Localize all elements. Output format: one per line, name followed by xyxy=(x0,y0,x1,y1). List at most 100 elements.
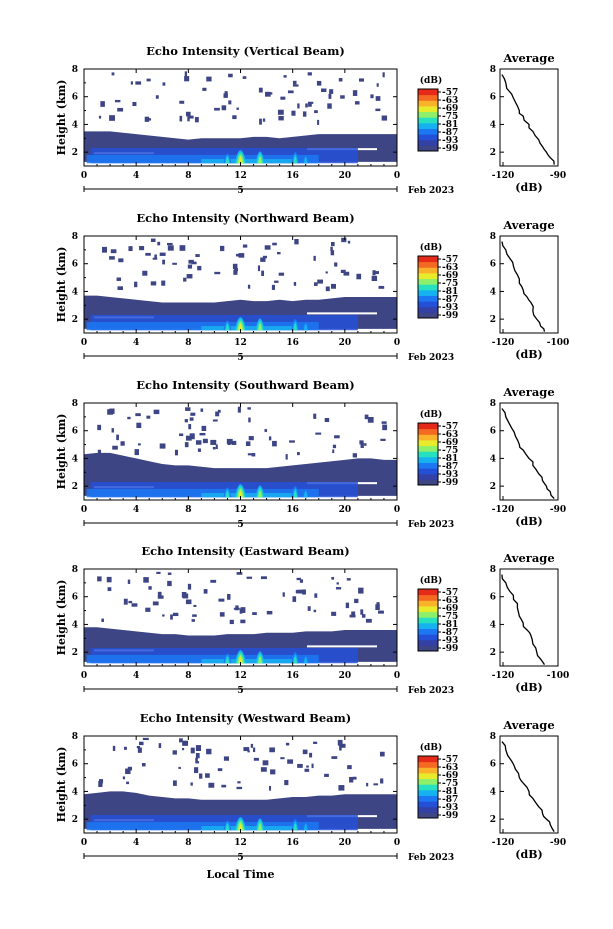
convective-plume xyxy=(293,323,297,331)
x-tick-label: 16 xyxy=(286,838,299,848)
sparse-echo xyxy=(227,593,231,600)
colorbar-tick-label: -75 xyxy=(442,112,458,122)
colorbar-segment xyxy=(418,617,438,624)
colorbar-tick-label: -63 xyxy=(442,263,458,273)
x-tick-label: 20 xyxy=(339,505,352,515)
sparse-echo xyxy=(206,76,212,82)
sparse-echo xyxy=(298,589,303,594)
colorbar-segment xyxy=(418,434,438,441)
sparse-echo xyxy=(142,270,148,276)
sparse-echo xyxy=(187,116,190,122)
colorbar-segment xyxy=(418,479,438,486)
colorbar-frame xyxy=(417,755,439,819)
sparse-echo xyxy=(364,443,367,446)
sparse-echo xyxy=(260,767,267,772)
sparse-echo xyxy=(330,283,337,289)
sparse-echo xyxy=(162,259,166,265)
convective-plume xyxy=(303,323,308,331)
sparse-echo xyxy=(188,424,192,430)
average-profile-line xyxy=(501,74,555,165)
colorbar-segment xyxy=(418,428,438,435)
colorbar-segment xyxy=(418,468,438,475)
sparse-echo xyxy=(114,99,121,103)
sparse-echo xyxy=(238,253,245,258)
sparse-echo xyxy=(117,286,123,290)
sparse-echo xyxy=(197,448,201,452)
sparse-echo xyxy=(167,580,172,587)
colorbar-frame xyxy=(417,588,439,652)
sparse-echo xyxy=(264,429,268,432)
sparse-echo xyxy=(228,73,233,78)
colorbar-tick-label: -99 xyxy=(442,144,458,154)
avg-y-tick-label: 4 xyxy=(490,120,496,130)
colorbar-segment xyxy=(418,812,438,819)
avg-y-tick-label: 8 xyxy=(490,65,496,75)
colorbar-tick-label: -87 xyxy=(442,462,458,472)
sparse-echo xyxy=(143,577,149,583)
sparse-echo xyxy=(316,80,322,86)
colorbar-segment xyxy=(418,134,438,141)
colorbar-tick-label: -63 xyxy=(442,596,458,606)
sparse-echo xyxy=(145,252,151,256)
colorbar-tick-label: -93 xyxy=(442,303,458,313)
avg-y-tick-label: 2 xyxy=(490,315,496,325)
sparse-echo xyxy=(277,252,281,255)
sparse-echo xyxy=(321,88,327,92)
sparse-echo xyxy=(184,71,188,77)
sparse-echo xyxy=(292,596,297,602)
sparse-echo xyxy=(232,263,238,270)
colorbar-segment xyxy=(418,451,438,458)
month-label: Feb 2023 xyxy=(408,186,454,196)
sparse-echo xyxy=(336,582,339,585)
sparse-echo xyxy=(183,277,187,282)
sparse-echo xyxy=(146,78,151,82)
sparse-echo xyxy=(371,275,378,281)
sparse-echo xyxy=(243,747,250,752)
sparse-echo xyxy=(247,407,251,410)
y-tick-label: 2 xyxy=(72,148,78,158)
sparse-echo xyxy=(271,284,276,290)
average-plot: Average 2 4 6 8 -120 -90 (dB) xyxy=(490,51,566,194)
x-tick-label: 20 xyxy=(339,838,352,848)
sparse-echo xyxy=(217,409,221,413)
sparse-echo xyxy=(138,443,141,446)
colorbar-segment xyxy=(418,611,438,618)
sparse-echo xyxy=(215,444,218,449)
colorbar-segment xyxy=(418,312,438,319)
month-label: Feb 2023 xyxy=(408,353,454,363)
sparse-echo xyxy=(179,738,183,743)
panel-4: Echo Intensity (Eastward Beam) 0 4 8 12 16 20 0… xyxy=(55,544,569,696)
sparse-echo xyxy=(159,252,166,256)
sparse-echo xyxy=(354,598,359,604)
x-tick-label: 8 xyxy=(185,505,191,515)
colorbar-tick-label: -75 xyxy=(442,446,458,456)
y-tick-label: 8 xyxy=(72,399,78,409)
echo-heatmap xyxy=(84,737,397,831)
convective-plume xyxy=(303,490,308,498)
sparse-echo xyxy=(245,441,251,446)
sparse-echo xyxy=(252,747,256,753)
sparse-echo xyxy=(280,757,285,760)
sparse-echo xyxy=(139,246,145,251)
sparse-echo xyxy=(179,100,185,104)
sparse-echo xyxy=(315,432,322,435)
sparse-echo xyxy=(214,271,221,275)
average-plot: Average 2 4 6 8 -120 -100 (dB) xyxy=(490,551,570,694)
sparse-echo xyxy=(232,115,237,120)
average-title: Average xyxy=(502,218,554,232)
colorbar-tick-label: -99 xyxy=(442,644,458,654)
convective-plume xyxy=(238,656,243,664)
sparse-echo xyxy=(195,757,198,764)
convective-plume xyxy=(258,823,263,831)
sparse-echo xyxy=(234,268,239,272)
sparse-echo xyxy=(347,240,351,244)
sparse-echo xyxy=(272,440,277,447)
sparse-echo xyxy=(195,440,202,445)
sparse-echo xyxy=(141,763,146,767)
sparse-echo xyxy=(313,741,318,744)
sparse-echo xyxy=(375,604,380,611)
colorbar-frame xyxy=(417,255,439,319)
month-label: Feb 2023 xyxy=(408,520,454,530)
sparse-echo xyxy=(308,102,312,107)
average-title: Average xyxy=(502,718,554,732)
